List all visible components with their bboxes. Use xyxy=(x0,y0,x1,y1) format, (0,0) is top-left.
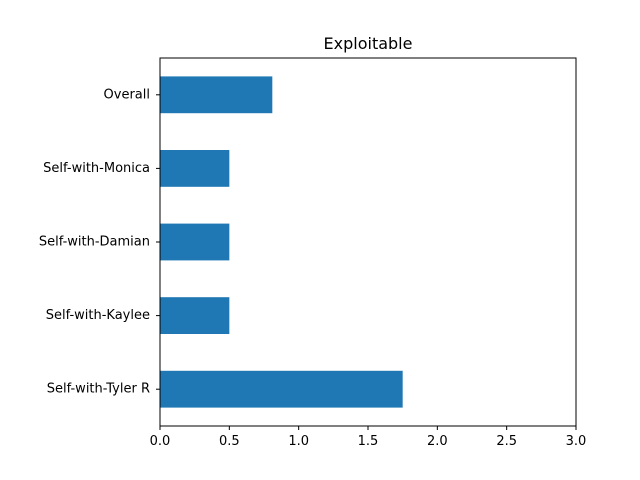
ticks-layer: Overall Self-with-Monica Self-with-Damian S… xyxy=(39,87,587,449)
bar-0 xyxy=(160,76,273,114)
bar-2 xyxy=(160,223,230,261)
y-tick-label-4: Self-with-Tyler R xyxy=(47,382,150,397)
bar-3 xyxy=(160,297,230,334)
x-tick-label-1: 0.5 xyxy=(219,434,240,449)
x-tick-label-2: 1.0 xyxy=(288,434,309,449)
plot-frame xyxy=(159,57,577,427)
bar-4 xyxy=(160,370,403,408)
chart-title: Exploitable xyxy=(324,34,413,53)
bar-1 xyxy=(160,150,230,187)
x-tick-label-4: 2.0 xyxy=(427,434,448,449)
bars-layer xyxy=(160,76,403,408)
x-tick-label-0: 0.0 xyxy=(150,434,171,449)
x-tick-label-5: 2.5 xyxy=(496,434,517,449)
y-tick-label-2: Self-with-Damian xyxy=(39,235,150,250)
x-tick-label-3: 1.5 xyxy=(358,434,379,449)
y-tick-label-3: Self-with-Kaylee xyxy=(46,308,150,323)
y-tick-label-1: Self-with-Monica xyxy=(43,161,150,176)
x-tick-label-6: 3.0 xyxy=(566,434,587,449)
y-tick-label-0: Overall xyxy=(104,87,150,102)
